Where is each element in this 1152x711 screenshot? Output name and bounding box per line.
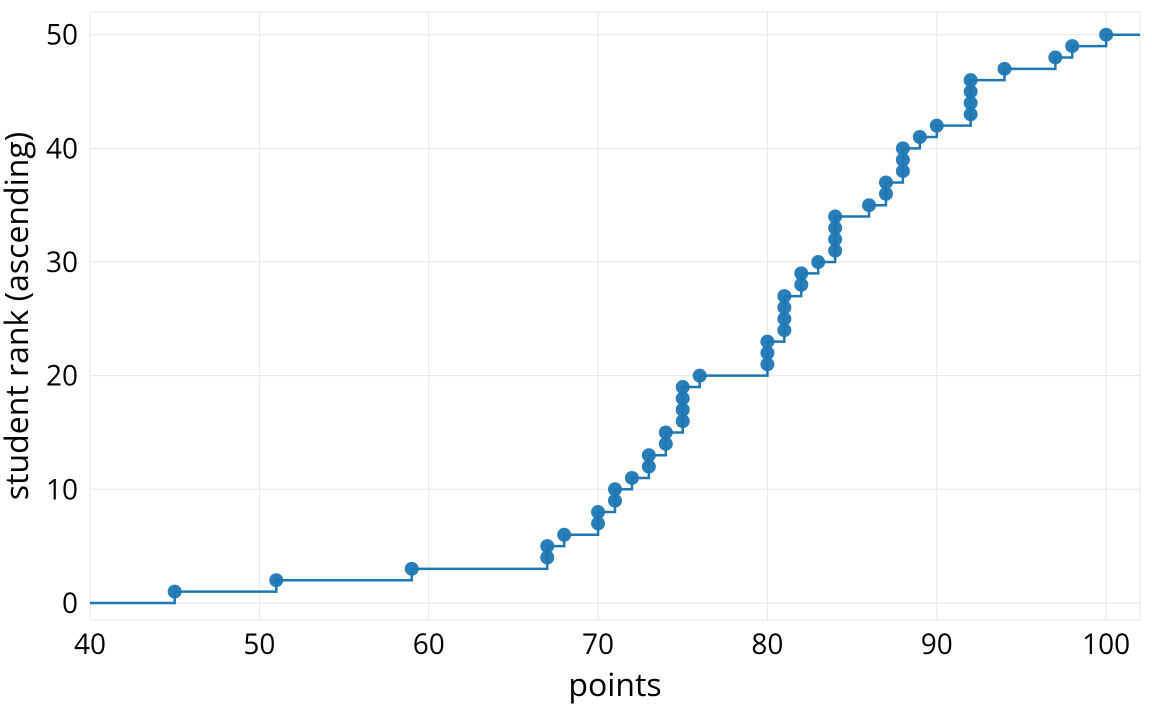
x-tick-label: 90 [921,625,953,663]
data-point [1065,39,1079,53]
y-tick-label: 10 [46,470,78,508]
y-axis-label: student rank (ascending) [0,132,38,500]
data-point [676,380,690,394]
x-tick-label: 100 [1082,625,1130,663]
chart-container: 40 50 60 70 80 90 100 0 10 20 30 40 50 points student … [0,0,1152,711]
x-tick-label: 80 [751,625,783,663]
data-point [794,266,808,280]
data-point [540,539,554,553]
data-point [168,585,182,599]
data-point [879,175,893,189]
data-point [998,62,1012,76]
y-tick-label: 20 [46,357,78,395]
data-point [405,562,419,576]
ecdf-step-chart: 40 50 60 70 80 90 100 0 10 20 30 40 50 points student … [0,0,1152,711]
data-point [896,141,910,155]
data-point [964,73,978,87]
y-tick-label: 50 [46,16,78,54]
x-axis-label: points [568,663,661,706]
data-point [811,255,825,269]
data-point [760,335,774,349]
x-tick-label: 60 [413,625,445,663]
data-point [693,369,707,383]
data-point [1048,50,1062,64]
data-point [862,198,876,212]
data-point [625,471,639,485]
chart-background [0,0,1152,711]
data-point [642,448,656,462]
data-point [659,425,673,439]
x-tick-label: 50 [243,625,275,663]
data-point [828,210,842,224]
y-tick-label: 40 [46,129,78,167]
x-tick-label: 40 [74,625,106,663]
data-point [930,119,944,133]
data-point [1099,28,1113,42]
y-tick-label: 30 [46,243,78,281]
data-point [591,505,605,519]
x-tick-label: 70 [582,625,614,663]
y-tick-label: 0 [62,584,78,622]
data-point [269,573,283,587]
data-point [557,528,571,542]
data-point [913,130,927,144]
data-point [608,482,622,496]
data-point [777,289,791,303]
